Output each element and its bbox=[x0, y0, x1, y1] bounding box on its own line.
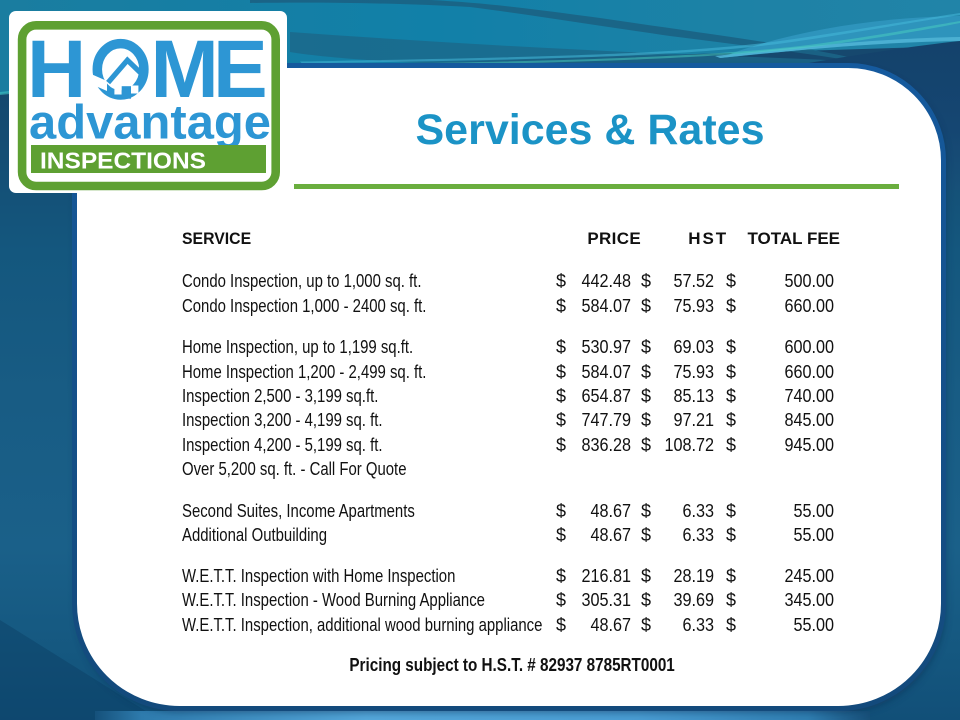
svg-text:advantage: advantage bbox=[29, 97, 271, 150]
svg-text:E: E bbox=[213, 24, 268, 115]
svg-text:INSPECTIONS: INSPECTIONS bbox=[40, 147, 206, 173]
svg-text:H: H bbox=[27, 24, 86, 115]
svg-text:M: M bbox=[151, 24, 219, 115]
